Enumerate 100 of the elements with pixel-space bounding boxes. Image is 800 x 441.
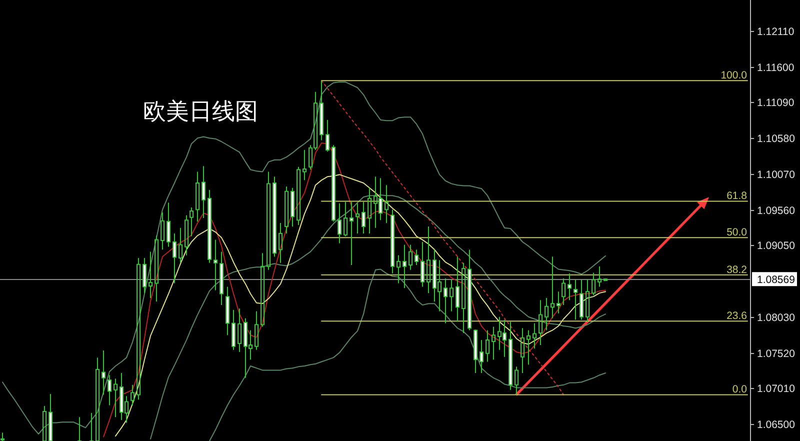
line-series <box>209 268 606 441</box>
candlestick <box>48 394 52 441</box>
candlestick <box>166 202 170 248</box>
y-tick-label: 1.07010 <box>757 383 796 396</box>
y-tick-label: 1.09050 <box>757 240 796 252</box>
candlestick <box>296 166 300 226</box>
candlestick <box>526 330 530 366</box>
candlestick <box>172 232 176 284</box>
candlestick <box>108 374 112 406</box>
candlestick <box>390 209 394 274</box>
line-series <box>2 82 606 434</box>
candlestick <box>492 326 496 360</box>
candlestick <box>368 187 372 234</box>
candlestick <box>574 279 578 320</box>
candlestick <box>136 258 140 400</box>
candlestick <box>142 258 146 294</box>
candlestick <box>154 235 158 302</box>
candlestick <box>254 310 258 350</box>
candlestick <box>402 244 406 289</box>
candlestick <box>474 329 478 374</box>
candlestick <box>302 150 306 181</box>
y-tick-label: 1.11090 <box>757 97 794 110</box>
candlestick <box>396 254 400 284</box>
candlestick <box>42 405 46 441</box>
candlestick <box>508 321 512 390</box>
candlestick <box>414 249 418 266</box>
candlestick <box>96 357 100 441</box>
candlestick <box>344 201 348 237</box>
candlestick <box>514 366 518 396</box>
candlestick <box>592 272 596 296</box>
candlestick <box>562 278 566 306</box>
candlestick <box>184 214 188 256</box>
candlestick <box>456 256 460 322</box>
y-tick-label: 1.11600 <box>757 62 794 74</box>
candlestick <box>278 222 282 264</box>
candlestick <box>468 249 472 331</box>
candlestick <box>426 226 430 294</box>
candlestick <box>356 202 360 234</box>
candlestick <box>480 340 484 374</box>
y-tick-label: 1.10070 <box>757 169 796 182</box>
series-label: 0.0 <box>732 384 748 396</box>
candlestick <box>450 279 454 312</box>
candlestick <box>290 187 294 227</box>
candlestick <box>214 239 218 291</box>
candlestick <box>102 350 106 396</box>
candlestick <box>196 171 200 222</box>
candlestick <box>220 251 224 306</box>
candlestick <box>420 241 424 288</box>
y-tick-label: 1.12110 <box>757 26 794 38</box>
candlestick <box>350 201 354 266</box>
candlestick <box>544 297 548 331</box>
candlestick <box>408 244 412 270</box>
candlestick <box>326 119 330 152</box>
candlestick <box>160 212 164 250</box>
y-tick-label: 1.10580 <box>757 133 796 146</box>
candlestick <box>190 207 194 237</box>
candlestick <box>208 190 212 264</box>
candlestick <box>338 202 342 244</box>
line-series <box>321 80 564 396</box>
y-tick-label: 1.09560 <box>757 205 796 218</box>
candlestick <box>604 278 608 282</box>
candlestick <box>462 262 466 334</box>
candlestick <box>114 378 118 418</box>
candlestick <box>362 201 366 234</box>
candlestick <box>568 272 572 301</box>
candlestick <box>550 256 554 319</box>
candlestick <box>226 286 230 336</box>
series-label: 100.0 <box>720 70 748 82</box>
candlestick <box>598 266 602 288</box>
series-label: 61.8 <box>726 190 748 202</box>
candlestick <box>260 252 264 328</box>
candlestick <box>238 308 242 352</box>
candlestick <box>532 322 536 349</box>
candlestick <box>384 184 388 224</box>
candlestick <box>284 186 288 234</box>
candlestick <box>320 80 324 141</box>
candlestick <box>178 227 182 264</box>
series-label: 23.6 <box>726 310 748 322</box>
candlestick <box>556 291 560 314</box>
candlestick <box>130 384 134 406</box>
candlestick <box>0 432 4 441</box>
y-tick-label: 1.06500 <box>757 419 796 432</box>
candlestick <box>486 330 490 362</box>
candlestick <box>148 251 152 298</box>
candlestick <box>266 171 270 270</box>
series-label: 38.2 <box>726 264 748 276</box>
y-tick-label: 1.08030 <box>757 312 796 324</box>
candlestick <box>272 176 276 258</box>
candlestick <box>444 278 448 324</box>
candlestick <box>332 144 336 222</box>
candlestick <box>538 300 542 346</box>
ref-line-label: 1.08569 <box>757 274 796 286</box>
candlestick <box>232 309 236 350</box>
text: 欧美日线图 <box>143 99 258 125</box>
candlestick <box>580 279 584 320</box>
series-label: 50.0 <box>726 226 748 239</box>
candlestick <box>586 278 590 322</box>
y-tick-label: 1.07520 <box>757 348 796 360</box>
candlestick <box>520 328 524 374</box>
candlestick <box>202 166 206 219</box>
